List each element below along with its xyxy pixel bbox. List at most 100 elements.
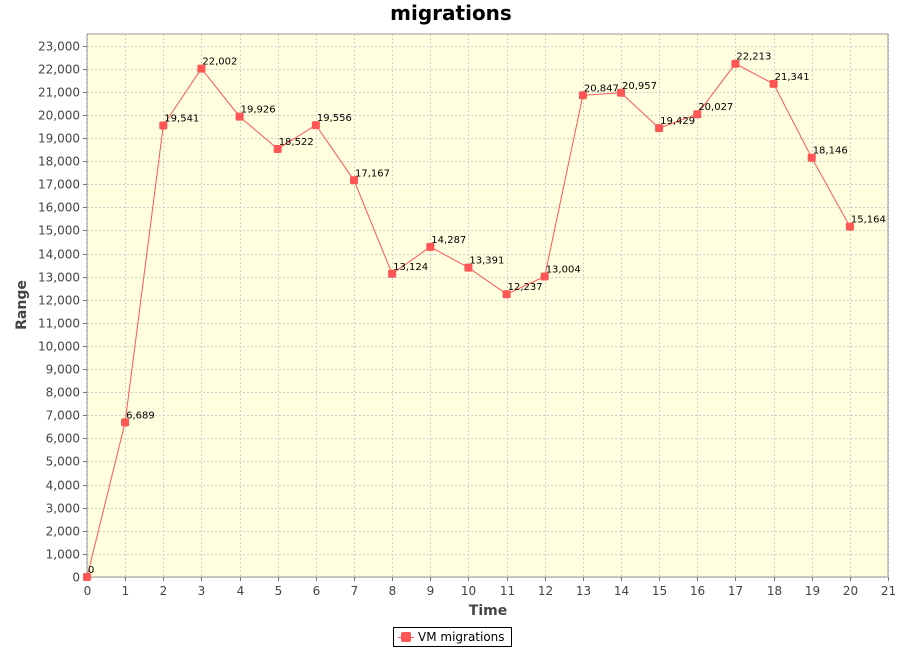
data-label: 19,556 <box>317 113 352 124</box>
x-tick-label: 17 <box>728 584 743 598</box>
y-axis-label: Range <box>14 280 30 330</box>
y-tick-label: 3,000 <box>46 502 80 516</box>
data-point <box>121 418 130 427</box>
data-point <box>464 263 473 272</box>
data-point <box>540 272 549 281</box>
data-label: 19,541 <box>164 114 199 125</box>
data-label: 12,237 <box>508 282 543 293</box>
data-point <box>617 88 625 97</box>
data-label: 20,027 <box>698 102 733 113</box>
y-tick-label: 5,000 <box>46 455 80 469</box>
x-tick-label: 15 <box>652 584 667 598</box>
data-label: 20,957 <box>622 81 657 92</box>
data-label: 15,164 <box>851 215 886 226</box>
x-tick-label: 14 <box>614 584 629 598</box>
data-point <box>769 79 778 88</box>
data-point <box>693 110 702 119</box>
data-point <box>426 242 435 251</box>
y-tick-label: 19,000 <box>38 132 80 146</box>
y-tick-label: 15,000 <box>38 224 80 238</box>
x-tick-label: 1 <box>122 584 130 598</box>
x-tick-label: 10 <box>461 584 476 598</box>
data-label: 19,429 <box>660 116 695 127</box>
data-label: 21,341 <box>775 72 810 83</box>
data-point <box>502 290 511 299</box>
x-tick-label: 4 <box>237 584 245 598</box>
y-tick-label: 9,000 <box>46 363 80 377</box>
data-labels: 0 6,689 19,541 22,002 19,926 18,522 19,556 17,1… <box>88 52 886 576</box>
x-tick-label: 7 <box>351 584 359 598</box>
y-tick-label: 1,000 <box>46 548 80 562</box>
data-point <box>388 269 397 278</box>
data-label: 13,004 <box>546 265 581 276</box>
y-tick-label: 14,000 <box>38 248 80 262</box>
series-layer <box>83 59 854 581</box>
x-tick-label: 16 <box>690 584 705 598</box>
y-tick-label: 7,000 <box>46 409 80 423</box>
legend-label-vm-migrations: VM migrations <box>418 630 505 644</box>
data-point <box>197 64 206 73</box>
data-point <box>235 112 244 121</box>
x-tick-label: 0 <box>84 584 92 598</box>
y-tick-label: 11,000 <box>38 317 80 331</box>
y-tick-label: 8,000 <box>46 386 80 400</box>
legend: VM migrations <box>393 627 512 647</box>
data-label: 6,689 <box>126 410 155 421</box>
data-label: 14,287 <box>431 235 466 246</box>
data-point <box>578 91 587 100</box>
data-label: 13,124 <box>393 262 428 273</box>
y-tick-label: 2,000 <box>46 525 80 539</box>
data-label: 17,167 <box>355 168 390 179</box>
x-tick-label: 5 <box>275 584 283 598</box>
x-tick-label: 11 <box>500 584 515 598</box>
x-tick-label: 13 <box>576 584 591 598</box>
data-point <box>845 222 854 231</box>
x-tick-label: 9 <box>427 584 435 598</box>
legend-swatch <box>398 631 414 643</box>
data-point <box>311 121 320 130</box>
data-label: 20,847 <box>584 83 619 94</box>
x-tick-label: 8 <box>389 584 397 598</box>
legend-marker <box>401 632 411 642</box>
y-tick-label: 4,000 <box>46 479 80 493</box>
data-label: 22,002 <box>202 57 237 68</box>
x-tick-label: 20 <box>843 584 858 598</box>
y-tick-label: 16,000 <box>38 201 80 215</box>
y-tick-label: 22,000 <box>38 63 80 77</box>
data-point <box>807 153 816 162</box>
data-point <box>655 124 664 133</box>
data-label: 19,926 <box>241 105 276 116</box>
data-label: 22,213 <box>736 52 771 63</box>
data-point <box>731 59 740 68</box>
data-point <box>83 573 91 581</box>
y-tick-label: 10,000 <box>38 340 80 354</box>
data-label: 18,146 <box>813 146 848 157</box>
x-tick-label: 21 <box>881 584 896 598</box>
x-tick-label: 6 <box>313 584 321 598</box>
y-tick-label: 12,000 <box>38 294 80 308</box>
data-point <box>159 121 168 130</box>
x-tick-label: 18 <box>767 584 782 598</box>
y-tick-label: 17,000 <box>38 178 80 192</box>
x-axis-label: Time <box>469 603 507 619</box>
y-tick-label: 18,000 <box>38 155 80 169</box>
plot-area <box>87 34 888 577</box>
x-tick-label: 12 <box>538 584 553 598</box>
data-label: 0 <box>88 565 94 576</box>
data-label: 18,522 <box>279 137 314 148</box>
y-tick-label: 0 <box>72 571 80 585</box>
axes: 0 1,000 2,000 3,000 4,000 5,000 6,000 7,000 8,00… <box>38 40 896 599</box>
y-tick-label: 13,000 <box>38 271 80 285</box>
grid-lines <box>87 34 889 578</box>
data-point <box>350 176 358 185</box>
y-tick-label: 6,000 <box>46 432 80 446</box>
y-tick-label: 20,000 <box>38 109 80 123</box>
x-tick-label: 19 <box>805 584 820 598</box>
x-tick-label: 3 <box>198 584 206 598</box>
chart-title: migrations <box>390 1 512 25</box>
plot-border <box>86 33 889 578</box>
data-label: 13,391 <box>469 256 504 267</box>
x-tick-label: 2 <box>160 584 168 598</box>
